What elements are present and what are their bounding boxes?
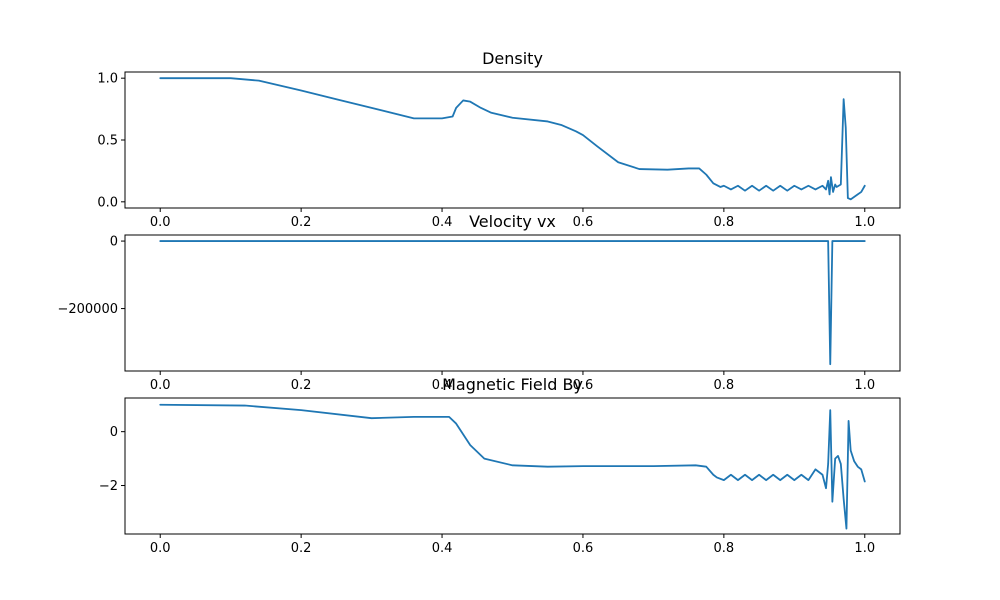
series-line-magnetic [159,403,866,530]
x-tick-label-velocity: 1.0 [854,378,875,393]
x-tick-label-density: 0.4 [432,215,453,230]
axes-frame-magnetic [124,397,901,535]
x-tick-label-density: 1.0 [854,215,875,230]
x-tick-label-velocity: 0.4 [432,378,453,393]
panel-magnetic: 0.0 0.2 0.4 0.6 0.8 1.0 0 −2 Magnetic Field By [99,375,901,556]
y-tick-label-magnetic: 0 [110,425,118,440]
x-tick-label-velocity: 0.2 [291,378,312,393]
axes-frame-velocity [124,234,901,372]
panel-title-velocity: Velocity vx [469,212,556,231]
panel-title-magnetic: Magnetic Field By [442,375,583,394]
x-tick-label-magnetic: 0.6 [573,541,594,556]
x-tick-label-magnetic: 1.0 [854,541,875,556]
panel-density: 0.0 0.2 0.4 0.6 0.8 1.0 0.0 0.5 1.0 Density [97,49,901,230]
panel-velocity: 0.0 0.2 0.4 0.6 0.8 1.0 0 −200000 Velocity vx [57,212,901,393]
series-line-velocity [159,240,866,366]
x-tick-label-velocity: 0.6 [573,378,594,393]
x-tick-label-velocity: 0.8 [714,378,735,393]
x-tick-label-velocity: 0.0 [150,378,171,393]
x-tick-label-magnetic: 0.4 [432,541,453,556]
x-tick-label-magnetic: 0.8 [714,541,735,556]
y-tick-label-velocity: −200000 [57,302,118,317]
y-tick-label-density: 0.0 [97,195,118,210]
panel-title-density: Density [482,49,543,68]
x-tick-label-magnetic: 0.2 [291,541,312,556]
x-tick-label-density: 0.2 [291,215,312,230]
y-tick-label-density: 1.0 [97,72,118,87]
x-tick-label-density: 0.0 [150,215,171,230]
y-tick-label-density: 0.5 [97,134,118,149]
series-line-density [159,77,866,201]
x-tick-label-magnetic: 0.0 [150,541,171,556]
x-tick-label-density: 0.6 [573,215,594,230]
y-tick-label-magnetic: −2 [99,479,118,494]
y-tick-label-velocity: 0 [110,235,118,250]
x-tick-label-density: 0.8 [714,215,735,230]
